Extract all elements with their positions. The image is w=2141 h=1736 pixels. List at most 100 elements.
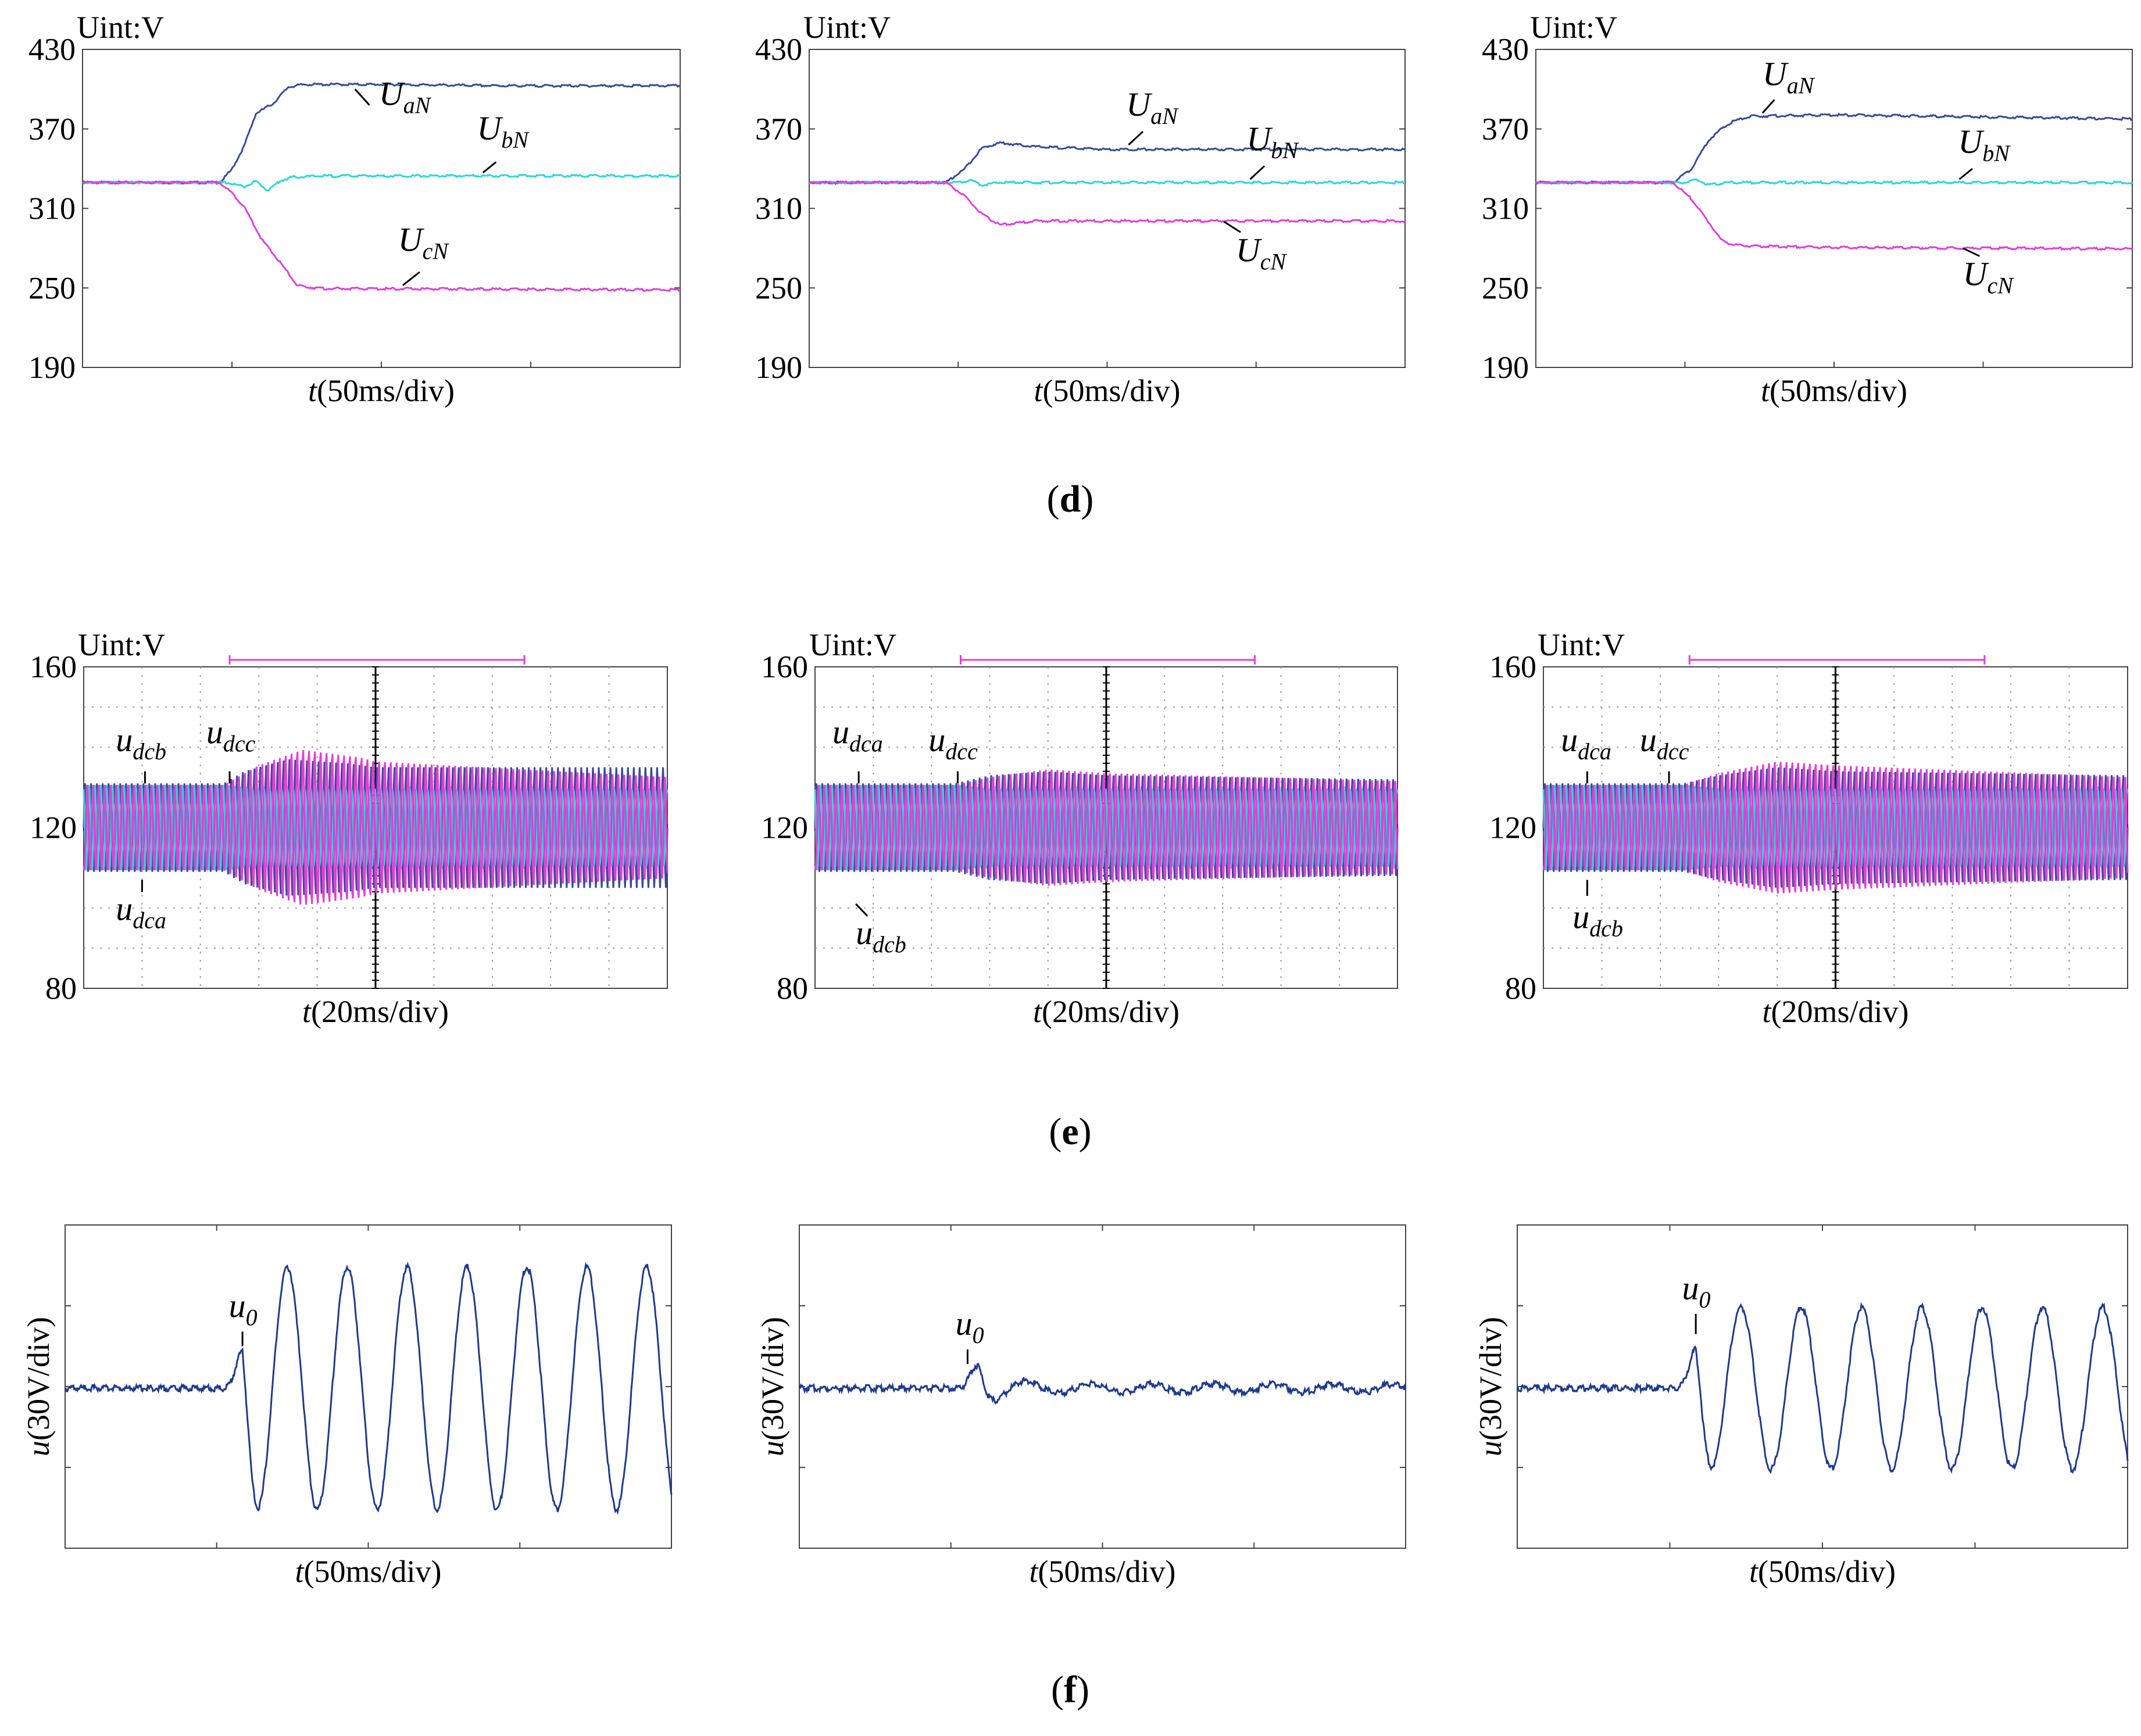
series-line-c (809, 180, 1406, 226)
x-axis-label: t(20ms/div) (1033, 994, 1179, 1029)
series-label-sub: aN (403, 92, 432, 119)
series-line-a (814, 771, 1399, 884)
series-label-sub: 0 (246, 1304, 258, 1330)
x-axis-label-symbol: t (295, 1554, 305, 1589)
caption-open: ( (1049, 1110, 1061, 1153)
y-tick-label: 190 (755, 350, 802, 385)
y-tick-label: 190 (28, 350, 76, 385)
chart-f1: u(30V/div)t(50ms/div)u0 (21, 1224, 673, 1589)
x-axis-label-symbol: t (1033, 994, 1043, 1029)
y-axis-label-symbol: u (755, 1441, 790, 1456)
series-label-sub: cN (1260, 249, 1288, 275)
series-label-main: U (1963, 255, 1990, 293)
series-label-main: u (229, 1287, 246, 1324)
y-tick-label: 370 (28, 112, 76, 147)
series-label-sub: dca (1578, 738, 1611, 765)
series-label-main: u (1682, 1269, 1699, 1307)
y-tick-label: 80 (777, 971, 808, 1006)
series-label-sub: aN (1150, 103, 1179, 129)
label-leader-b (1249, 165, 1266, 180)
series-label-sub: 0 (973, 1322, 984, 1348)
series-label-u0: u0 (229, 1287, 258, 1330)
label-leader-b (482, 161, 497, 174)
caption-e: (e) (1049, 1110, 1091, 1153)
label-leader-a (1761, 99, 1775, 114)
y-tick-label: 310 (1482, 191, 1529, 226)
series-label-b: UbN (1246, 120, 1299, 163)
series-line-u0 (1516, 1302, 2129, 1474)
y-axis-label-unit: (30V/div) (1473, 1317, 1508, 1441)
chart-f2: u(30V/div)t(50ms/div)u0 (755, 1224, 1407, 1589)
series-label-sub: bN (501, 127, 530, 153)
series-label-main: U (1246, 120, 1273, 158)
x-axis-label-unit: (50ms/div) (1770, 373, 1907, 408)
x-axis-label: t(50ms/div) (1761, 373, 1907, 408)
series-label-main: u (206, 713, 223, 751)
caption-letter: d (1060, 478, 1081, 520)
y-tick-label: 250 (755, 270, 802, 305)
series-label-main: U (379, 75, 406, 113)
unit-label: Uint:V (78, 627, 165, 662)
series-line-c (1542, 762, 2129, 894)
y-axis-label-symbol: u (1473, 1441, 1508, 1456)
series-label-main: u (1572, 898, 1589, 935)
series-line-c (814, 769, 1399, 886)
series-label-main: u (832, 713, 849, 751)
x-axis-label-unit: (50ms/div) (1038, 1554, 1176, 1589)
unit-label: Uint:V (803, 10, 891, 45)
series-label-main: u (956, 1305, 973, 1342)
y-tick-label: 310 (755, 191, 802, 226)
x-axis-label-symbol: t (302, 994, 312, 1029)
series-label-sub: aN (1787, 73, 1815, 99)
x-axis-label-unit: (20ms/div) (1042, 994, 1179, 1029)
series-label-main: U (1763, 55, 1789, 93)
caption-letter: f (1064, 1669, 1077, 1711)
series-label-main: U (1236, 231, 1263, 269)
y-tick-label: 80 (1505, 971, 1536, 1006)
x-axis-label: t(50ms/div) (295, 1554, 441, 1589)
x-axis-label-unit: (50ms/div) (304, 1554, 442, 1589)
series-label-main: U (1126, 85, 1153, 123)
plot-frame (1535, 49, 2133, 368)
series-label-sub: cN (423, 238, 450, 264)
series-label-c: UcN (398, 220, 450, 264)
series-label-sub: dcc (945, 738, 978, 765)
label-leader-a (1128, 131, 1144, 146)
series-label-c: UcN (1236, 231, 1288, 275)
series-label-u0: u0 (1682, 1269, 1711, 1313)
y-axis-label-symbol: u (21, 1441, 56, 1456)
y-tick-label: 310 (28, 191, 76, 226)
caption-open: ( (1047, 478, 1060, 520)
series-label-main: U (477, 109, 503, 147)
caption-f: (f) (1051, 1669, 1089, 1711)
y-tick-label: 370 (755, 112, 802, 147)
x-axis-label: t(50ms/div) (308, 373, 455, 408)
label-leader-b (1958, 167, 1973, 180)
series-label-sub: dca (849, 730, 883, 756)
series-label-sub: dcc (223, 730, 256, 756)
x-axis-label-symbol: t (1761, 373, 1771, 408)
y-axis-label-unit: (30V/div) (21, 1317, 56, 1441)
unit-label: Uint:V (1538, 627, 1625, 662)
series-label-b: udcb (116, 721, 166, 765)
series-label-u0: u0 (956, 1305, 984, 1348)
series-label-main: u (1640, 721, 1657, 759)
y-tick-label: 370 (1482, 112, 1529, 147)
series-line-c (1535, 180, 2133, 251)
y-tick-label: 250 (1482, 270, 1529, 305)
caption-d: (d) (1047, 478, 1094, 520)
series-label-b: UbN (477, 109, 530, 153)
series-label-c: udcc (206, 713, 256, 756)
y-tick-label: 160 (1489, 649, 1536, 684)
caption-letter: e (1061, 1110, 1078, 1153)
y-tick-label: 120 (30, 810, 77, 845)
x-axis-label-unit: (20ms/div) (311, 994, 449, 1029)
y-tick-label: 430 (755, 32, 802, 67)
series-label-sub: dcb (1589, 915, 1623, 941)
x-axis-label-symbol: t (1762, 994, 1772, 1029)
series-label-c: udcc (1640, 721, 1689, 765)
